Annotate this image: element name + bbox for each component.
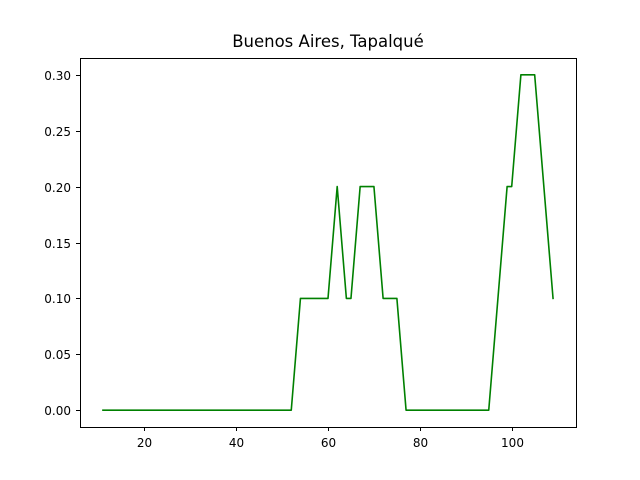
x-tick-label: 100 bbox=[501, 436, 524, 450]
y-tick-label: 0.25 bbox=[44, 125, 71, 139]
series-layer bbox=[102, 73, 554, 412]
y-tick-label: 0.15 bbox=[44, 237, 71, 251]
x-tick-label: 60 bbox=[321, 436, 336, 450]
x-tick-label: 40 bbox=[229, 436, 244, 450]
series-line-0 bbox=[102, 73, 554, 412]
y-tick-label: 0.20 bbox=[44, 181, 71, 195]
x-tick-label: 20 bbox=[137, 436, 152, 450]
chart-title: Buenos Aires, Tapalqué bbox=[232, 32, 424, 51]
x-tick-label: 80 bbox=[413, 436, 428, 450]
y-tick-label: 0.00 bbox=[44, 404, 71, 418]
x-axis-ticks: 20 40 60 80 100 bbox=[137, 427, 524, 450]
y-tick-label: 0.05 bbox=[44, 348, 71, 362]
y-tick-label: 0.10 bbox=[44, 292, 71, 306]
y-axis-ticks: 0.00 0.05 0.10 0.15 0.20 0.25 0.30 bbox=[44, 69, 80, 418]
y-tick-label: 0.30 bbox=[44, 69, 71, 83]
